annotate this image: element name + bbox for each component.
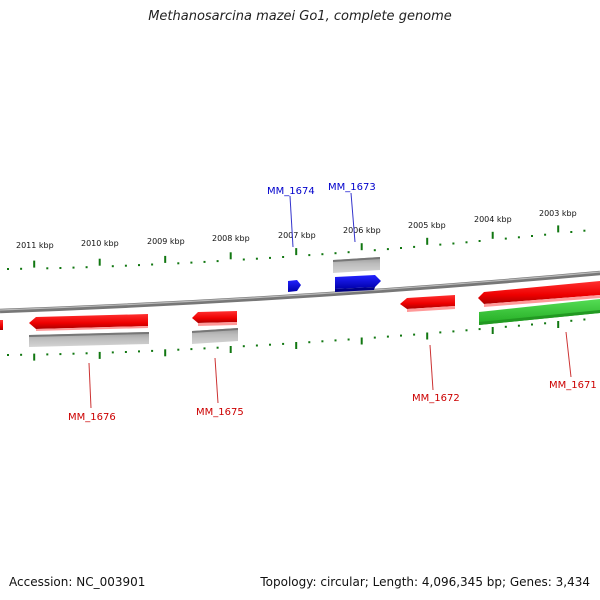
gene-mm1675[interactable] xyxy=(192,311,237,326)
scale-label-2006: 2006 kbp xyxy=(343,226,381,235)
pseudo-gene-mm1676[interactable] xyxy=(29,332,149,347)
gene-label-mm1675[interactable]: MM_1675 xyxy=(196,407,244,418)
gene-mm1673[interactable] xyxy=(335,275,381,292)
genome-summary-text: Topology: circular; Length: 4,096,345 bp… xyxy=(260,575,590,589)
label-leaders xyxy=(88,192,572,409)
inner-tick-ring xyxy=(7,318,586,361)
gene-label-mm1674[interactable]: MM_1674 xyxy=(267,186,315,197)
scale-label-2005: 2005 kbp xyxy=(408,221,446,230)
gene-label-mm1673[interactable]: MM_1673 xyxy=(328,182,376,193)
pseudo-gene-mm1673[interactable] xyxy=(333,257,380,273)
gene-label-mm1672[interactable]: MM_1672 xyxy=(412,393,460,404)
gene-label-mm1676[interactable]: MM_1676 xyxy=(68,412,116,423)
map-title: Methanosarcina mazei Go1, complete genom… xyxy=(148,9,452,24)
scale-label-2008: 2008 kbp xyxy=(212,234,250,243)
gene-mm1674[interactable] xyxy=(288,280,301,292)
scale-label-2003: 2003 kbp xyxy=(539,209,577,218)
gene-mm1676[interactable] xyxy=(29,314,148,331)
genome-backbone xyxy=(0,270,600,314)
scale-labels: 2011 kbp 2010 kbp 2009 kbp 2008 kbp 2007… xyxy=(16,209,577,250)
gene-mm1672[interactable] xyxy=(400,295,455,312)
outer-tick-ring xyxy=(7,225,586,270)
rna-gene-mm1671[interactable] xyxy=(479,299,600,325)
gene-mm1671[interactable] xyxy=(478,281,600,307)
genome-backbone-highlight xyxy=(0,271,600,311)
pseudo-gene-mm1675[interactable] xyxy=(192,328,238,344)
scale-label-2007: 2007 kbp xyxy=(278,231,316,240)
scale-label-2009: 2009 kbp xyxy=(147,237,185,246)
accession-text: Accession: NC_003901 xyxy=(9,575,146,589)
scale-label-2010: 2010 kbp xyxy=(81,239,119,248)
scale-label-2011: 2011 kbp xyxy=(16,241,54,250)
gene-label-mm1671[interactable]: MM_1671 xyxy=(549,380,597,391)
gene-left-edge[interactable] xyxy=(0,320,3,330)
scale-label-2004: 2004 kbp xyxy=(474,215,512,224)
